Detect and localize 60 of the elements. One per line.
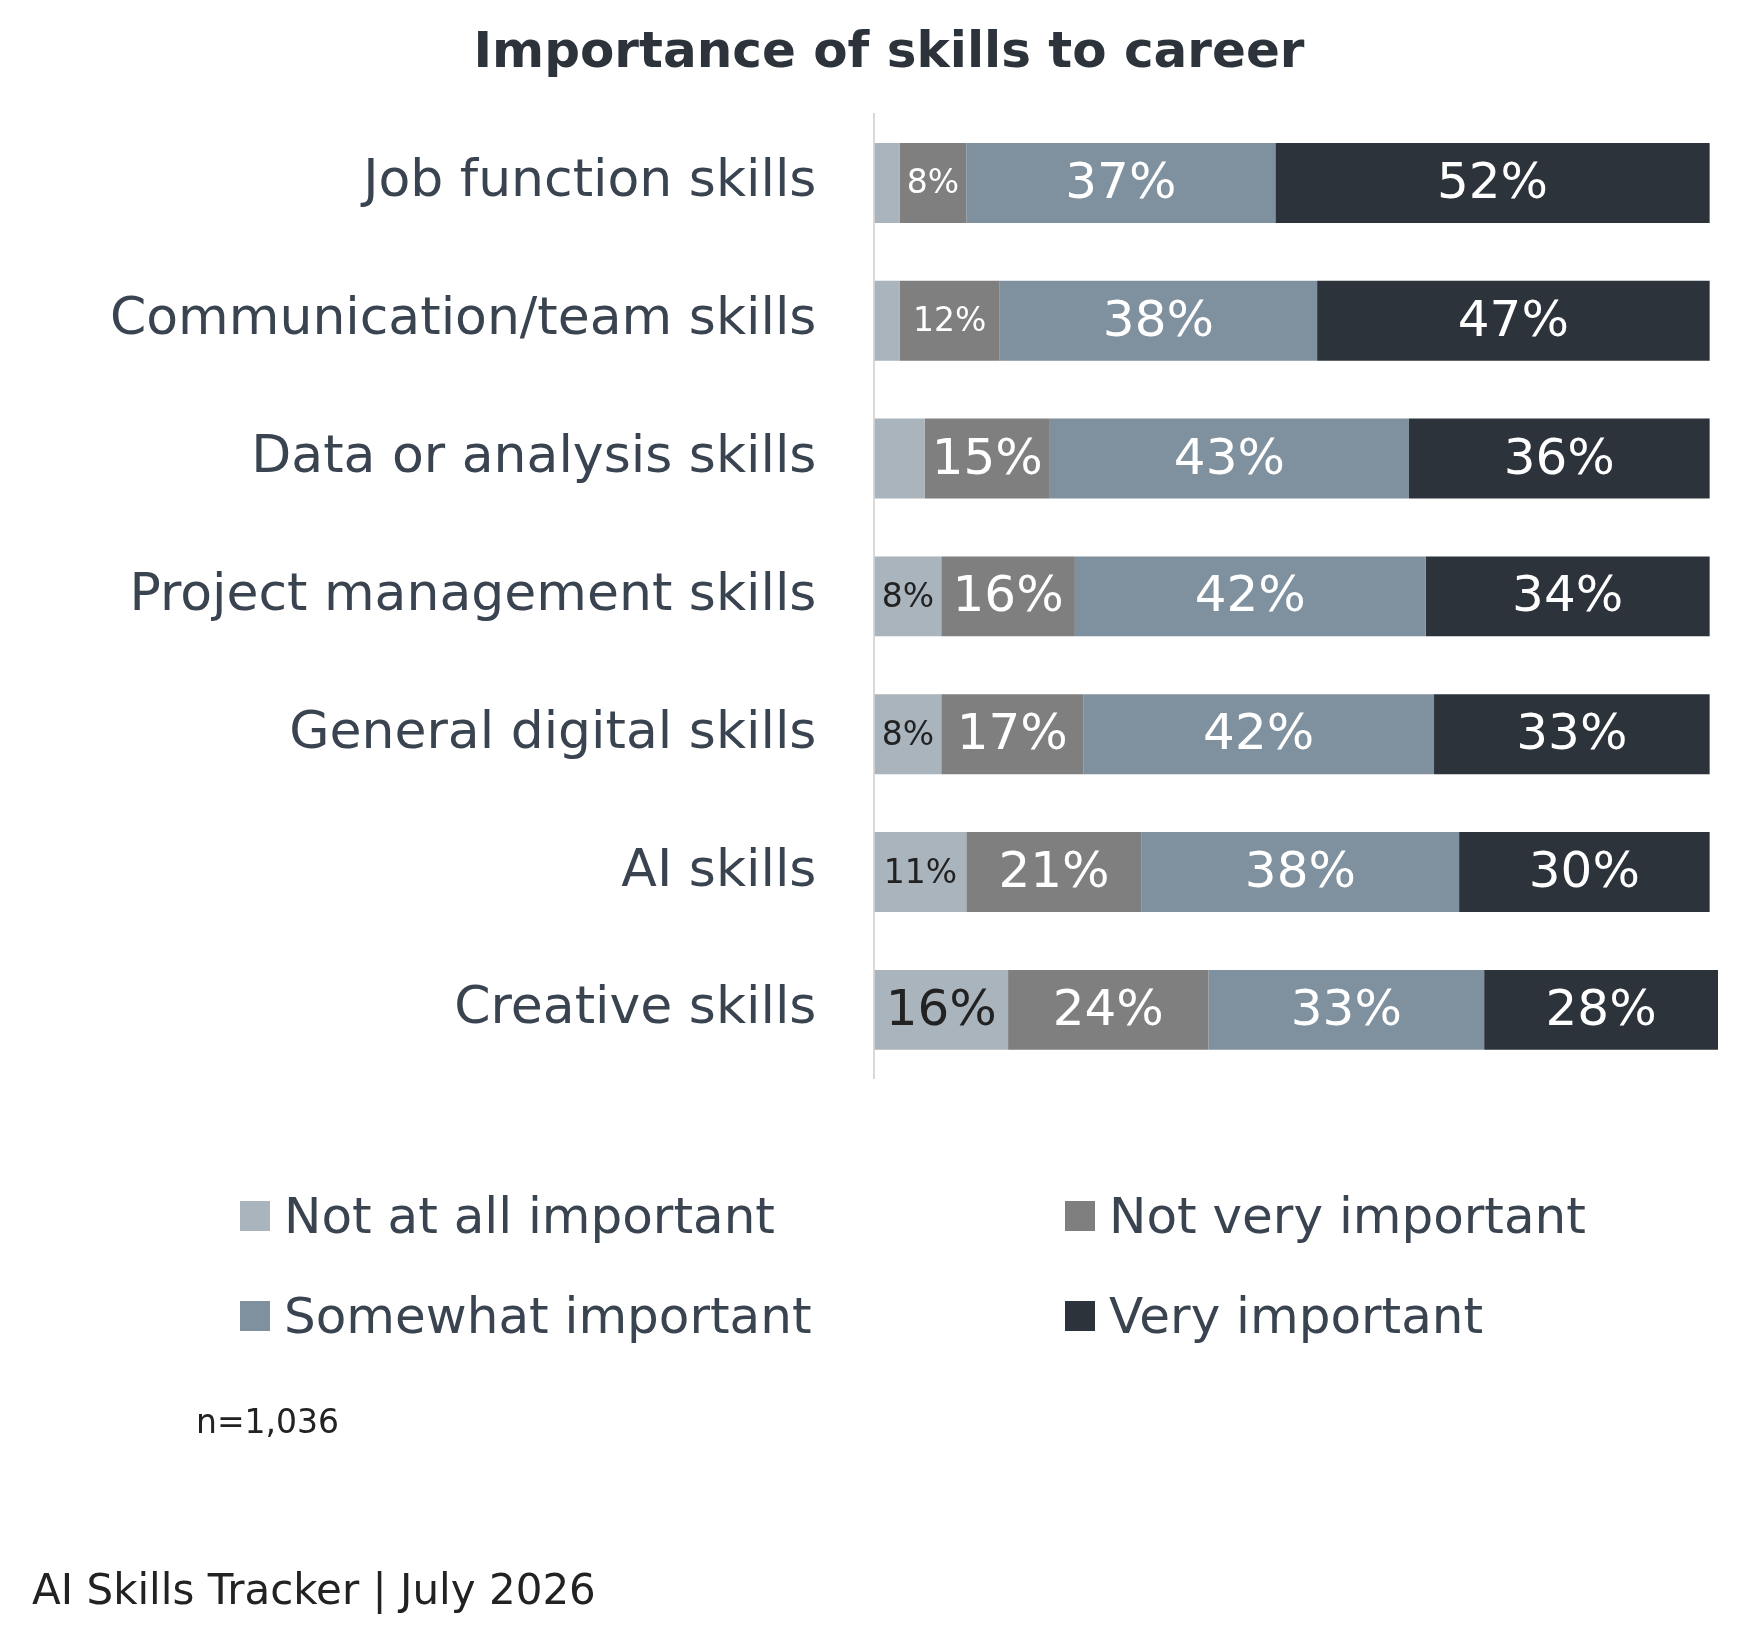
text: n=1,036 — [196, 1402, 340, 1441]
data-label: 42% — [1194, 565, 1306, 624]
y-tick-label: Data or analysis skills — [251, 424, 817, 485]
y-tick-label: Communication/team skills — [109, 286, 817, 347]
data-label: 47% — [1457, 289, 1569, 348]
data-label: 38% — [1244, 841, 1356, 900]
data-label: 33% — [1290, 978, 1402, 1037]
chart-title: Importance of skills to career — [473, 20, 1305, 79]
y-tick-label: Creative skills — [454, 975, 817, 1036]
bar — [1008, 969, 1209, 1050]
data-label: 36% — [1503, 427, 1615, 486]
data-label: 37% — [1065, 151, 1177, 210]
data-label: 34% — [1512, 565, 1624, 624]
legend-label: Not very important — [1109, 1186, 1586, 1247]
text: AI Skills Tracker | July 2026 — [32, 1565, 596, 1614]
data-label: 15% — [931, 427, 1043, 486]
data-label: 8% — [881, 713, 935, 753]
y-tick-label: Project management skills — [129, 561, 817, 622]
bar — [1459, 832, 1710, 913]
legend-label: Very important — [1109, 1286, 1484, 1347]
bar — [1484, 969, 1718, 1050]
data-label: 24% — [1052, 978, 1164, 1037]
bar — [999, 280, 1318, 361]
data-label: 17% — [956, 703, 1068, 762]
bar — [1434, 694, 1710, 775]
y-tick-label: AI skills — [621, 837, 817, 898]
bar — [874, 280, 900, 361]
data-label: 30% — [1528, 841, 1640, 900]
data-label: 28% — [1545, 978, 1657, 1037]
bar — [966, 832, 1142, 913]
data-label: 52% — [1436, 151, 1549, 210]
data-label: 8% — [906, 162, 960, 202]
data-label: 21% — [998, 841, 1110, 900]
bar — [874, 832, 967, 913]
bar — [966, 142, 1276, 223]
data-label: 16% — [885, 978, 997, 1037]
data-label: 8% — [881, 575, 935, 615]
data-label: 11% — [883, 851, 958, 891]
bar — [874, 418, 925, 499]
data-label: 33% — [1516, 703, 1628, 762]
bar — [1317, 280, 1710, 361]
y-tick-label: Job function skills — [360, 148, 817, 209]
bar — [1275, 142, 1710, 223]
data-label: 38% — [1102, 289, 1214, 348]
data-label: 12% — [912, 300, 987, 340]
bar — [1141, 832, 1460, 913]
bar — [874, 142, 900, 223]
data-label: 16% — [952, 565, 1064, 624]
bar — [1425, 556, 1710, 637]
bar — [1049, 418, 1409, 499]
y-tick-label: General digital skills — [289, 699, 817, 760]
bar — [1408, 418, 1710, 499]
bar — [1208, 969, 1485, 1050]
bar — [1083, 694, 1435, 775]
bar — [1074, 556, 1426, 637]
bar — [899, 280, 1000, 361]
data-label: 43% — [1173, 427, 1285, 486]
data-label: 42% — [1203, 703, 1315, 762]
legend-label: Somewhat important — [284, 1286, 812, 1347]
legend-label: Not at all important — [284, 1186, 775, 1247]
